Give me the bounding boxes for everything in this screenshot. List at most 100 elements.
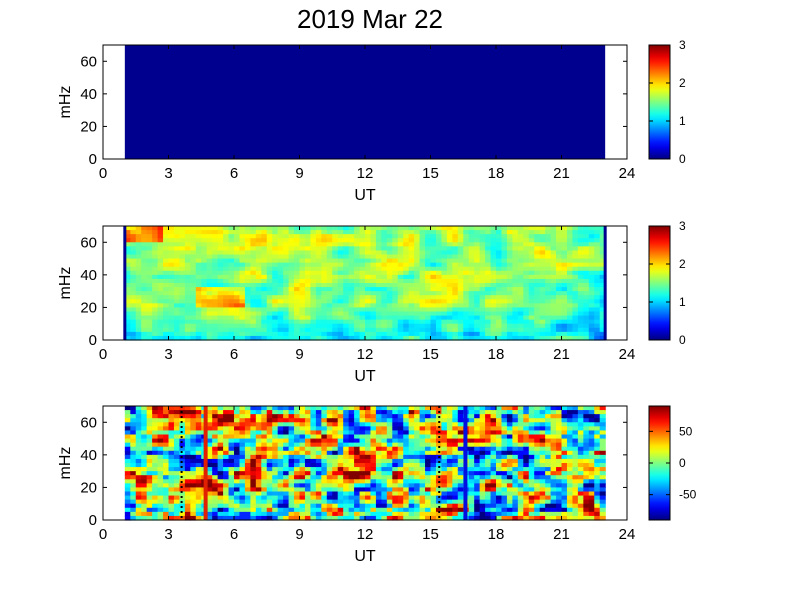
- heatmap-cell: [321, 438, 328, 444]
- heatmap-cell: [310, 438, 317, 444]
- heatmap-cell: [566, 266, 574, 272]
- heatmap-cell: [479, 295, 486, 300]
- heatmap-cell: [277, 331, 284, 337]
- heatmap-cell: [403, 426, 410, 432]
- heatmap-cell: [304, 291, 312, 296]
- heatmap-cell: [403, 287, 410, 292]
- heatmap-cell: [250, 226, 257, 231]
- heatmap-cell: [272, 483, 279, 489]
- heatmap-cell: [457, 471, 464, 476]
- heatmap-cell: [506, 458, 513, 464]
- heatmap-cell: [425, 499, 432, 505]
- heatmap-cell: [468, 254, 475, 260]
- heatmap-cell: [173, 254, 181, 260]
- heatmap-cell: [556, 507, 563, 513]
- heatmap-cell: [255, 295, 262, 300]
- heatmap-cell: [239, 410, 246, 415]
- heatmap-cell: [354, 430, 361, 436]
- heatmap-cell: [435, 258, 443, 264]
- heatmap-cell: [365, 258, 372, 264]
- heatmap-cell: [545, 450, 552, 456]
- heatmap-cell: [468, 307, 475, 313]
- heatmap-cell: [419, 319, 426, 325]
- heatmap-cell: [539, 446, 546, 452]
- heatmap-cell: [212, 422, 219, 427]
- heatmap-cell: [523, 426, 530, 432]
- heatmap-cell: [528, 454, 535, 460]
- heatmap-cell: [496, 422, 503, 427]
- heatmap-cell: [468, 491, 475, 497]
- heatmap-cell: [485, 450, 492, 456]
- heatmap-cell: [506, 495, 513, 501]
- heatmap-cell: [556, 499, 563, 505]
- heatmap-cell: [277, 335, 284, 341]
- heatmap-cell: [184, 406, 191, 411]
- heatmap-cell: [561, 278, 568, 284]
- heatmap-cell: [157, 283, 164, 288]
- heatmap-cell: [370, 458, 377, 464]
- heatmap-cell: [234, 414, 241, 419]
- heatmap-cell: [550, 303, 557, 309]
- heatmap-cell: [184, 483, 191, 489]
- heatmap-cell: [386, 434, 393, 440]
- heatmap-cell: [217, 503, 224, 509]
- heatmap-cell: [446, 503, 453, 509]
- heatmap-cell: [594, 454, 601, 460]
- heatmap-cell: [430, 238, 437, 243]
- heatmap-cell: [168, 471, 175, 476]
- heatmap-cell: [365, 307, 372, 313]
- heatmap-cell: [397, 299, 404, 304]
- heatmap-cell: [299, 430, 306, 436]
- heatmap-cell: [566, 238, 574, 243]
- heatmap-cell: [523, 315, 530, 321]
- heatmap-cell: [223, 515, 230, 521]
- heatmap-cell: [354, 258, 361, 264]
- heatmap-cell: [332, 331, 339, 337]
- heatmap-cell: [255, 503, 262, 509]
- heatmap-cell: [408, 287, 415, 292]
- heatmap-cell: [561, 454, 568, 460]
- heatmap-cell: [157, 499, 164, 505]
- heatmap-cell: [468, 430, 475, 436]
- heatmap-cell: [392, 479, 399, 484]
- heatmap-cell: [163, 283, 170, 288]
- heatmap-cell: [370, 414, 377, 419]
- heatmap-cell: [430, 303, 437, 309]
- heatmap-cell: [277, 266, 284, 272]
- heatmap-cell: [561, 303, 568, 309]
- heatmap-cell: [228, 406, 235, 411]
- heatmap-cell: [435, 311, 443, 317]
- heatmap-cell: [594, 291, 601, 296]
- heatmap-cell: [485, 307, 492, 313]
- heatmap-cell: [463, 278, 470, 284]
- heatmap-cell: [141, 491, 148, 497]
- heatmap-cell: [239, 234, 246, 239]
- heatmap-cell: [283, 319, 290, 325]
- heatmap-cell: [556, 270, 563, 276]
- heatmap-cell: [485, 495, 492, 501]
- heatmap-cell: [534, 414, 541, 419]
- heatmap-cell: [272, 406, 279, 411]
- heatmap-cell: [534, 418, 541, 423]
- heatmap-cell: [261, 406, 268, 411]
- heatmap-cell: [348, 414, 355, 419]
- heatmap-cell: [386, 254, 393, 260]
- heatmap-cell: [523, 458, 530, 464]
- heatmap-cell: [425, 283, 432, 288]
- heatmap-cell: [550, 454, 557, 460]
- heatmap-cell: [146, 515, 153, 521]
- heatmap-cell: [566, 323, 574, 329]
- heatmap-cell: [512, 250, 519, 256]
- heatmap-cell: [283, 511, 290, 517]
- heatmap-cell: [135, 299, 142, 304]
- heatmap-cell: [212, 323, 219, 329]
- heatmap-cell: [430, 234, 437, 239]
- heatmap-cell: [217, 246, 224, 252]
- heatmap-cell: [512, 307, 519, 313]
- heatmap-cell: [485, 230, 492, 235]
- heatmap-cell: [441, 446, 448, 452]
- heatmap-cell: [283, 442, 290, 448]
- heatmap-cell: [583, 422, 590, 427]
- heatmap-cell: [124, 438, 131, 444]
